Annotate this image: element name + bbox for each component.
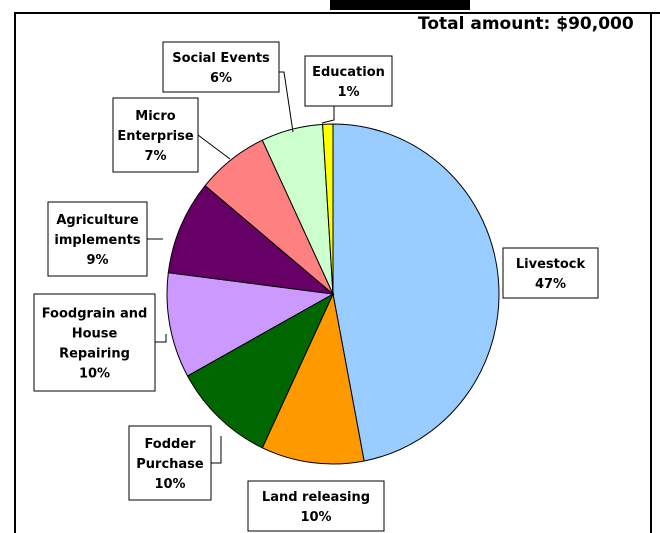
slice-label-agriculture-implements: Agriculture implements 9% bbox=[47, 201, 148, 277]
pie-slice-land-releasing bbox=[261, 292, 365, 465]
slice-name-label: Enterprise bbox=[117, 129, 193, 144]
slice-label-micro-enterprise: Micro Enterprise 7% bbox=[112, 97, 199, 173]
slice-percent-label: 10% bbox=[154, 477, 185, 492]
label-box-agriculture-implements bbox=[47, 201, 148, 277]
slice-percent-label: 10% bbox=[79, 367, 110, 382]
leader-line-foodgrain-and-house-repairing bbox=[155, 334, 167, 343]
label-box-micro-enterprise bbox=[112, 97, 199, 173]
slice-name-label: Social Events bbox=[172, 51, 270, 66]
slice-name-label: Fodder bbox=[144, 437, 196, 452]
leader-line-social-events bbox=[279, 71, 294, 133]
frame-left-border bbox=[14, 12, 16, 533]
slice-name-label: Micro bbox=[135, 109, 176, 124]
pie-slice-agriculture-implements bbox=[167, 184, 335, 295]
pie-slice-education bbox=[322, 123, 334, 295]
slice-label-education: Education 1% bbox=[304, 55, 393, 107]
pie-slice-livestock bbox=[332, 123, 500, 462]
slice-label-land-releasing: Land releasing 10% bbox=[247, 480, 385, 532]
label-box-fodder-purchase bbox=[128, 425, 212, 501]
slice-name-label: Foodgrain and bbox=[42, 307, 148, 322]
slice-name-label: Repairing bbox=[59, 347, 130, 362]
slice-percent-label: 6% bbox=[210, 71, 232, 86]
slice-labels: Livestock 47% Land releasing 10% Fodder Purch… bbox=[33, 41, 599, 532]
slice-name-label: Livestock bbox=[516, 257, 586, 272]
label-box-foodgrain-and-house-repairing bbox=[33, 293, 156, 392]
slice-label-social-events: Social Events 6% bbox=[162, 41, 280, 93]
pie-slice-foodgrain-and-house-repairing bbox=[166, 272, 335, 377]
slice-percent-label: 47% bbox=[535, 277, 566, 292]
frame-top-border bbox=[14, 12, 660, 14]
label-leader-lines bbox=[147, 71, 335, 464]
leader-line-education bbox=[321, 106, 335, 124]
pie-slices bbox=[166, 123, 500, 465]
slice-name-label: implements bbox=[54, 233, 140, 248]
slice-name-label: Land releasing bbox=[262, 490, 370, 505]
slice-percent-label: 9% bbox=[86, 253, 108, 268]
slice-label-foodgrain-and-house-repairing: Foodgrain and House Repairing 10% bbox=[33, 293, 156, 392]
label-box-livestock bbox=[502, 247, 599, 299]
slice-label-fodder-purchase: Fodder Purchase 10% bbox=[128, 425, 212, 501]
leader-line-fodder-purchase bbox=[211, 436, 222, 464]
slice-percent-label: 1% bbox=[337, 85, 359, 100]
slice-name-label: Agriculture bbox=[56, 213, 139, 228]
title-strip bbox=[330, 0, 470, 10]
frame-right-border bbox=[650, 12, 652, 533]
slice-label-livestock: Livestock 47% bbox=[502, 247, 599, 299]
slice-name-label: Education bbox=[312, 65, 385, 80]
slice-name-label: Purchase bbox=[136, 457, 204, 472]
slice-percent-label: 10% bbox=[300, 510, 331, 525]
label-box-land-releasing bbox=[247, 480, 385, 532]
total-amount-label: Total amount: $90,000 bbox=[418, 14, 634, 34]
leader-line-micro-enterprise bbox=[197, 134, 231, 160]
slice-percent-label: 7% bbox=[144, 149, 166, 164]
slice-name-label: House bbox=[72, 327, 118, 342]
pie-slice-fodder-purchase bbox=[186, 292, 335, 449]
label-box-social-events bbox=[162, 41, 280, 93]
label-box-education bbox=[304, 55, 393, 107]
